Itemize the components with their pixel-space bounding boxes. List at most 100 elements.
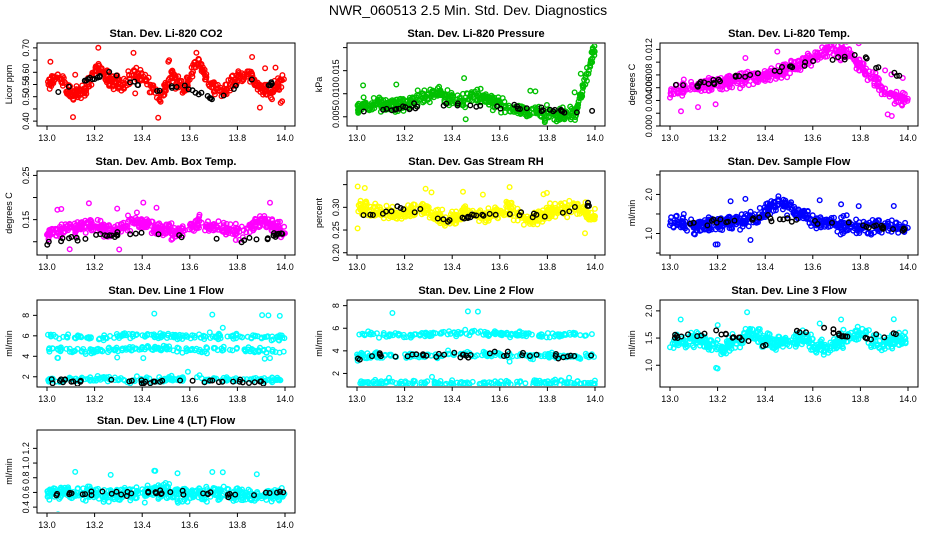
calibration-point: [497, 105, 504, 112]
data-point: [47, 58, 54, 65]
calibration-point: [360, 108, 367, 115]
panel-title: Stan. Dev. Line 1 Flow: [108, 285, 224, 297]
data-point: [855, 44, 862, 47]
data-point: [374, 96, 381, 103]
calibration-point: [469, 211, 476, 218]
y-tick-label: 0.010: [331, 82, 341, 105]
data-point: [152, 345, 159, 352]
data-point: [189, 70, 196, 77]
data-point: [414, 87, 421, 94]
x-tick-label: 13.0: [348, 394, 366, 404]
y-tick-label: 1.2: [21, 442, 31, 455]
data-point: [466, 332, 473, 339]
data-point: [118, 224, 125, 231]
data-point: [246, 68, 253, 75]
data-point: [94, 216, 101, 223]
data-point: [195, 55, 202, 62]
data-point: [277, 99, 284, 106]
data-point: [583, 77, 590, 84]
calibration-point: [762, 342, 769, 349]
data-point: [753, 76, 760, 83]
data-point: [139, 220, 146, 227]
data-point: [712, 101, 719, 108]
data-point: [439, 206, 446, 213]
data-point: [539, 218, 546, 225]
calibration-point: [750, 215, 757, 222]
data-point: [516, 379, 523, 386]
y-tick-label: 0.20: [331, 244, 341, 262]
calibration-point: [589, 107, 596, 114]
calibration-point: [779, 63, 786, 70]
data-point: [70, 96, 77, 103]
data-point: [808, 222, 815, 229]
calibration-point: [812, 217, 819, 224]
data-point: [434, 89, 441, 96]
calibration-point: [892, 331, 899, 338]
data-point: [506, 184, 513, 191]
calibration-point: [435, 350, 442, 357]
data-point: [544, 378, 551, 385]
data-point: [240, 376, 247, 383]
calibration-point: [376, 350, 383, 357]
data-point: [82, 229, 89, 236]
calibration-point: [251, 379, 258, 386]
calibration-point: [697, 78, 704, 85]
data-point: [278, 84, 285, 91]
data-point: [116, 246, 123, 253]
data-point: [230, 333, 237, 340]
data-point: [670, 345, 677, 352]
data-point: [688, 78, 695, 85]
data-point: [77, 219, 84, 226]
data-point: [165, 374, 172, 381]
plot-frame: [659, 299, 919, 388]
data-point: [262, 65, 269, 72]
data-point: [226, 346, 233, 353]
calibration-point: [181, 82, 188, 89]
data-point: [110, 86, 117, 93]
data-point: [584, 212, 591, 219]
data-point: [564, 214, 571, 221]
calibration-point: [454, 100, 461, 107]
data-point: [46, 376, 53, 383]
data-point: [744, 309, 751, 316]
data-point: [232, 236, 239, 243]
data-point: [195, 348, 202, 355]
data-point: [478, 95, 485, 102]
data-point: [811, 52, 818, 59]
calibration-point: [515, 105, 522, 112]
calibration-point: [189, 377, 196, 384]
data-point: [165, 332, 172, 339]
data-point: [741, 214, 748, 221]
x-tick-label: 14.0: [899, 394, 917, 404]
scatter-points: [44, 467, 288, 512]
calibration-point: [585, 202, 592, 209]
y-tick-label: 0.004: [644, 89, 654, 112]
data-point: [85, 200, 92, 207]
data-point: [670, 86, 677, 93]
data-point: [591, 377, 598, 384]
x-tick-label: 13.6: [804, 394, 822, 404]
data-point: [106, 225, 113, 232]
calibration-point: [862, 54, 869, 61]
data-point: [366, 208, 373, 215]
data-point: [447, 97, 454, 104]
y-tick-label: 0.70: [21, 39, 31, 57]
calibration-point: [585, 199, 592, 206]
data-point: [418, 379, 425, 386]
data-point: [788, 199, 795, 206]
data-point: [897, 92, 904, 99]
panel-title: Stan. Dev. Li-820 Temp.: [728, 28, 850, 40]
data-point: [553, 379, 560, 386]
data-point: [354, 183, 361, 190]
data-point: [355, 109, 362, 116]
calibration-point: [830, 330, 837, 337]
data-point: [887, 221, 894, 228]
data-point: [123, 82, 130, 89]
calibration-point: [267, 82, 274, 89]
calibration-point: [491, 348, 498, 355]
data-point: [532, 379, 539, 386]
calibration-point: [901, 226, 908, 233]
data-point: [233, 332, 240, 339]
data-point: [356, 331, 363, 338]
data-point: [500, 330, 507, 337]
